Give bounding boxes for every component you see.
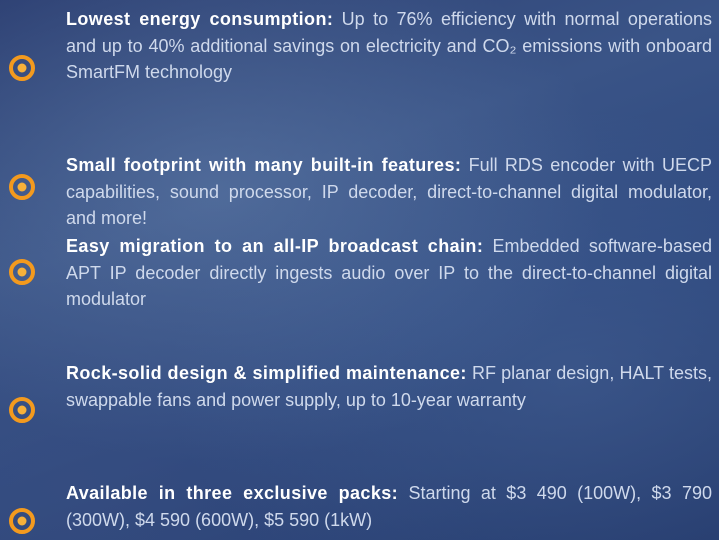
- bullet-icon: [8, 173, 36, 201]
- bullet-icon: [8, 507, 36, 535]
- feature-item: Lowest energy consumption: Up to 76% eff…: [66, 6, 712, 86]
- feature-item: Small footprint with many built-in featu…: [66, 152, 712, 232]
- feature-heading: Small footprint with many built-in featu…: [66, 155, 461, 175]
- feature-item: Available in three exclusive packs: Star…: [66, 480, 712, 533]
- bullet-icon: [8, 396, 36, 424]
- feature-item: Easy migration to an all-IP broadcast ch…: [66, 233, 712, 313]
- feature-heading: Available in three exclusive packs:: [66, 483, 398, 503]
- feature-heading: Rock-solid design & simplified maintenan…: [66, 363, 467, 383]
- feature-heading: Lowest energy consumption:: [66, 9, 333, 29]
- feature-item: Rock-solid design & simplified maintenan…: [66, 360, 712, 413]
- bullet-icon: [8, 54, 36, 82]
- feature-heading: Easy migration to an all-IP broadcast ch…: [66, 236, 483, 256]
- page: Lowest energy consumption: Up to 76% eff…: [0, 0, 719, 540]
- bullet-icon: [8, 258, 36, 286]
